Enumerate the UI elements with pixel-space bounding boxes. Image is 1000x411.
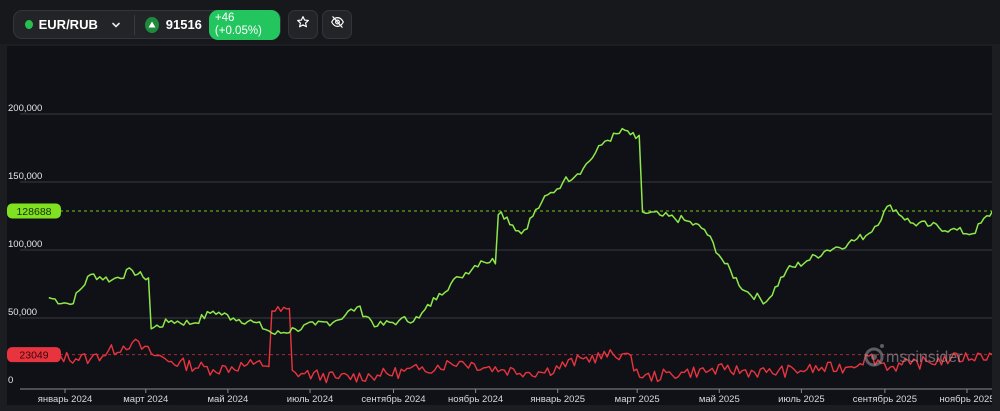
- grid-lines: [20, 113, 992, 319]
- svg-text:mscinsider: mscinsider: [886, 349, 963, 366]
- star-icon: [296, 15, 310, 34]
- frame-edge: [0, 405, 1000, 411]
- x-tick-label: сентябрь 2025: [853, 394, 917, 405]
- chevron-down-icon[interactable]: [112, 20, 120, 30]
- x-tick-label: май 2024: [207, 394, 248, 405]
- y-tick-label: 100,000: [8, 239, 42, 250]
- x-axis-ticks: январь 2024 март 2024 май 2024 июль 2024 сен…: [38, 389, 995, 405]
- badge-value: 23049: [19, 350, 48, 362]
- favorite-button[interactable]: [288, 10, 318, 39]
- y-tick-label: 200,000: [8, 103, 42, 114]
- x-tick-label: ноябрь 2025: [939, 394, 994, 405]
- x-tick-label: март 2024: [123, 394, 168, 405]
- x-tick-label: январь 2024: [38, 394, 93, 405]
- last-value-badges: 128688 23049: [7, 203, 61, 363]
- x-tick-label: ноябрь 2024: [448, 394, 503, 405]
- green-series-line: [48, 127, 994, 336]
- price-change-badge: +46 (+0.05%): [208, 9, 280, 40]
- trend-up-icon: [145, 16, 159, 33]
- hide-chart-button[interactable]: [322, 10, 352, 39]
- eye-off-icon: [330, 15, 345, 34]
- frame-edge: [992, 46, 1000, 411]
- y-tick-label: 50,000: [8, 307, 37, 318]
- x-tick-label: сентябрь 2024: [361, 394, 425, 405]
- chart-panel[interactable]: [7, 46, 992, 405]
- x-tick-label: март 2025: [615, 394, 660, 405]
- x-tick-label: май 2025: [699, 394, 740, 405]
- red-series-line: [48, 305, 993, 384]
- market-status-dot: [25, 20, 33, 29]
- symbol-selector[interactable]: EUR/RUB 91516 +46 (+0.05%): [13, 9, 281, 40]
- x-tick-label: июль 2025: [778, 394, 825, 405]
- y-tick-label: 150,000: [8, 171, 42, 182]
- red-last-value-badge: [7, 347, 61, 363]
- x-tick-label: июль 2024: [287, 394, 334, 405]
- toolbar: EUR/RUB 91516 +46 (+0.05%): [0, 0, 1000, 44]
- y-axis-labels: 0 50,000 100,000 150,000 200,000: [8, 103, 42, 386]
- last-value-lines: [60, 210, 992, 356]
- current-price: 91516: [165, 17, 202, 32]
- y-tick-label: 0: [8, 375, 13, 386]
- badge-value: 128688: [16, 206, 51, 218]
- pair-name: EUR/RUB: [38, 17, 98, 32]
- watermark: mscinsider: [864, 344, 963, 367]
- divider: [134, 14, 136, 35]
- green-last-value-badge: [7, 203, 61, 219]
- x-tick-label: январь 2025: [530, 394, 585, 405]
